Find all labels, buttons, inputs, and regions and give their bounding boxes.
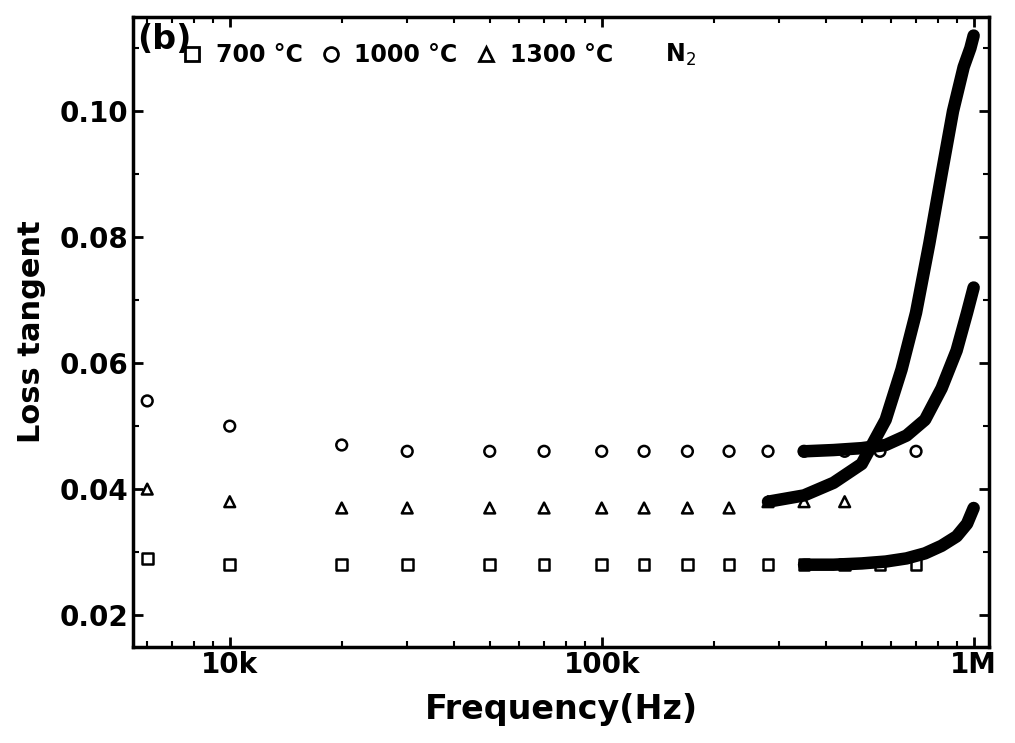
Point (636, 559, 653, 571)
Y-axis label: Loss tangent: Loss tangent (16, 220, 46, 443)
Point (721, 502, 737, 514)
Point (221, 559, 238, 571)
Point (679, 559, 695, 571)
Point (139, 553, 155, 565)
Point (907, 445, 924, 457)
Point (139, 483, 155, 495)
Point (536, 502, 552, 514)
Point (760, 445, 776, 457)
Point (721, 559, 737, 571)
Legend: 700 °C, 1000 °C, 1300 °C, N$_2$: 700 °C, 1000 °C, 1300 °C, N$_2$ (171, 35, 702, 75)
Point (399, 502, 415, 514)
Point (481, 502, 497, 514)
Point (636, 445, 653, 457)
X-axis label: Frequency(Hz): Frequency(Hz) (424, 693, 697, 727)
Point (679, 502, 695, 514)
Point (796, 496, 812, 507)
Point (796, 445, 812, 457)
Point (679, 445, 695, 457)
Point (139, 395, 155, 407)
Point (836, 445, 853, 457)
Point (594, 559, 610, 571)
Point (907, 559, 924, 571)
Point (481, 559, 497, 571)
Point (481, 445, 497, 457)
Point (594, 502, 610, 514)
Point (221, 496, 238, 507)
Point (836, 496, 853, 507)
Point (536, 445, 552, 457)
Point (334, 559, 350, 571)
Point (796, 559, 812, 571)
Point (721, 445, 737, 457)
Point (334, 439, 350, 451)
Point (536, 559, 552, 571)
Point (836, 559, 853, 571)
Point (399, 445, 415, 457)
Text: (b): (b) (137, 23, 192, 56)
Point (872, 559, 888, 571)
Point (760, 496, 776, 507)
Point (221, 421, 238, 432)
Point (594, 445, 610, 457)
Point (760, 559, 776, 571)
Point (399, 559, 415, 571)
Point (872, 445, 888, 457)
Point (334, 502, 350, 514)
Point (636, 502, 653, 514)
